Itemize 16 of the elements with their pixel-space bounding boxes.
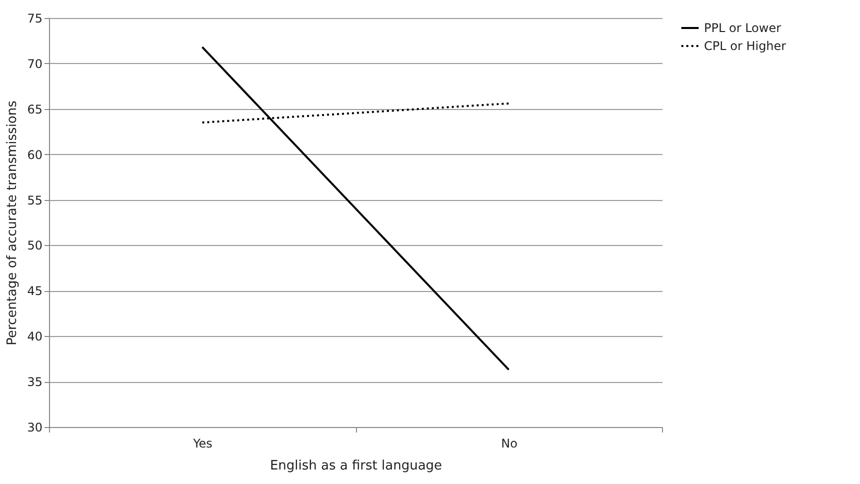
y-tick-label: 40 xyxy=(27,330,42,344)
y-tick-label: 50 xyxy=(27,238,42,253)
y-tick-label: 65 xyxy=(27,102,42,116)
y-tick-label: 75 xyxy=(27,12,42,26)
y-tick-label: 30 xyxy=(27,420,42,434)
y-axis-title: Percentage of accurate transmissions xyxy=(5,100,20,346)
y-tick-label: 60 xyxy=(27,148,42,162)
y-tick-label: 70 xyxy=(27,56,42,71)
x-tick-label: No xyxy=(501,436,518,450)
legend-label: PPL or Lower xyxy=(704,21,782,35)
y-tick-label: 55 xyxy=(27,193,42,208)
y-tick-label: 45 xyxy=(27,284,42,298)
x-axis-title: English as a first language xyxy=(270,458,442,474)
x-tick-label: Yes xyxy=(192,436,212,450)
y-tick-label: 35 xyxy=(27,375,42,390)
legend-label: CPL or Higher xyxy=(704,39,786,53)
